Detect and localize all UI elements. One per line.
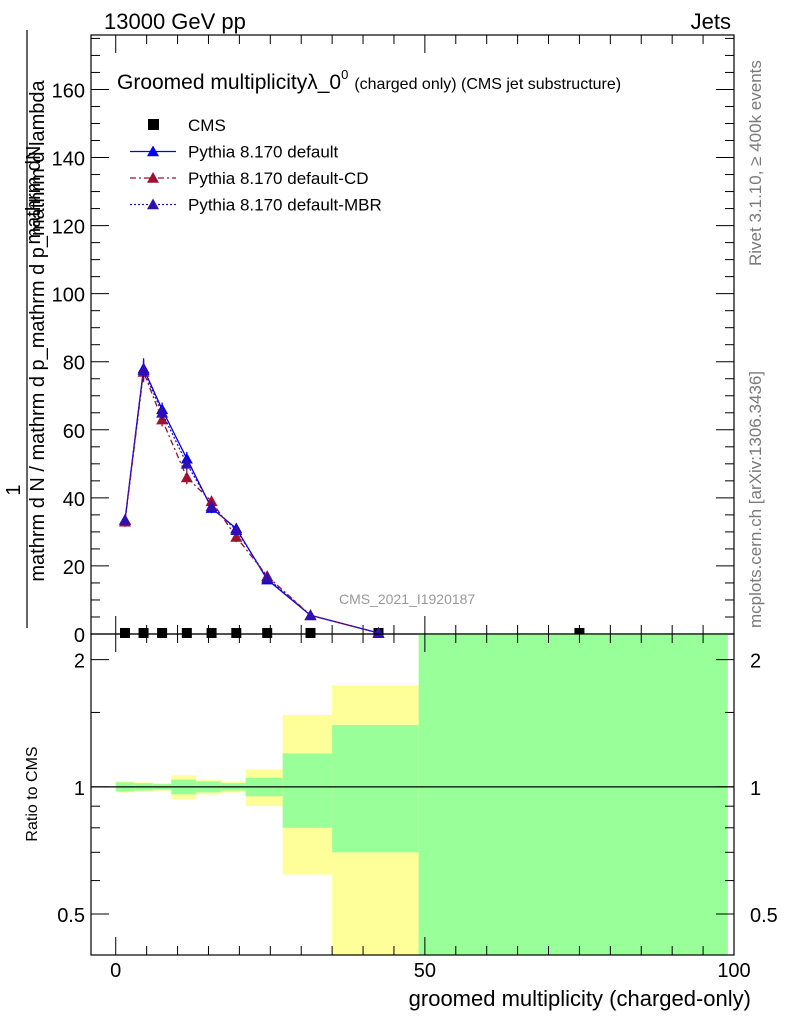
- main-axis-ticks: 0 20 40 60 80 100 120 140 160: [52, 35, 735, 647]
- watermark: CMS_2021_I1920187: [339, 591, 475, 607]
- ratio-axis-ticks: 0.5 0.5 1 1 2 2: [57, 634, 778, 955]
- legend-pythia-8-170-default-label: Pythia 8.170 default: [188, 143, 339, 162]
- plot-title-sup: 0: [341, 67, 348, 82]
- y-tick-label: 140: [52, 149, 85, 171]
- series-cms-point: [574, 627, 585, 638]
- series-pythia-8-170-default-cd-point: [180, 471, 193, 483]
- ratio-y-tick-label-right: 1: [750, 778, 761, 800]
- ratio-ylabel: Ratio to CMS: [24, 746, 41, 841]
- mcplots-label: mcplots.cern.ch [arXiv:1306.3436]: [746, 371, 765, 628]
- series-cms-point: [305, 627, 316, 638]
- series-pythia-8-170-default-mbr-point: [119, 513, 132, 525]
- series-pythia-8-170-default-mbr-point: [180, 457, 193, 469]
- legend-pythia-8-170-default-cd-label: Pythia 8.170 default-CD: [188, 169, 369, 188]
- energy-label: 13000 GeV pp: [104, 9, 246, 34]
- series-pythia-8-170-default-cd-point: [230, 531, 243, 542]
- legend-cms-marker: [148, 119, 159, 130]
- ratio-y-tick-label-right: 2: [750, 651, 761, 673]
- ratio-stat-band: [282, 753, 333, 828]
- series-cms-point: [157, 627, 168, 638]
- series-cms-point: [206, 627, 217, 638]
- series-cms-point: [231, 627, 242, 638]
- y-tick-label: 80: [63, 353, 85, 375]
- x-tick-label: 50: [414, 960, 436, 982]
- ratio-y-tick-label: 1: [74, 778, 85, 800]
- plot-title: Groomed multiplicityλ_00 (charged only) (…: [117, 67, 621, 94]
- legend-pythia-8-170-default-marker: [147, 145, 159, 157]
- y-tick-label: 40: [63, 489, 85, 511]
- series-pythia-8-170-default-mbr-line: [124, 367, 379, 634]
- series-cms-point: [120, 627, 131, 638]
- series-pythia-8-170-default-mbr-point: [304, 609, 317, 621]
- rivet-label: Rivet 3.1.10, ≥ 400k events: [746, 60, 765, 266]
- ratio-stat-band: [332, 725, 419, 853]
- ratio-y-tick-label-right: 0.5: [750, 905, 778, 927]
- main-plot-panel: 0 20 40 60 80 100 120 140 160: [52, 34, 735, 647]
- plot-title-small: (charged only) (CMS jet substructure): [354, 76, 621, 93]
- x-tick-labels: 0 50 100: [110, 960, 751, 982]
- x-tick-label: 100: [717, 960, 750, 982]
- y-tick-label: 20: [63, 557, 85, 579]
- x-axis-label: groomed multiplicity (charged-only): [409, 986, 751, 1011]
- series-pythia-8-170-default-mbr-point: [230, 524, 243, 535]
- legend: CMS Pythia 8.170 default Pythia 8.170 defa…: [130, 116, 382, 215]
- series-pythia-8-170-default-mbr-point: [261, 571, 274, 583]
- main-ylabel: mathrm dN 1 mathrm d N / mathrm d p_math…: [3, 30, 49, 628]
- series-pythia-8-170-default-mbr-point: [205, 500, 218, 512]
- series-pythia-8-170-default-mbr-point: [137, 364, 150, 376]
- series-pythia-8-170-default-mbr-point: [372, 626, 385, 638]
- legend-pythia-8-170-default-cd-marker: [147, 172, 159, 183]
- ratio-y-tick-label: 2: [74, 651, 85, 673]
- ratio-stat-band: [418, 634, 728, 955]
- legend-cms-label: CMS: [188, 116, 226, 135]
- main-series-group: [119, 358, 585, 638]
- ratio-bands: [91, 634, 734, 955]
- ylabel-num: 1: [3, 484, 25, 495]
- series-cms-point: [181, 627, 192, 638]
- y-tick-label: 60: [63, 421, 85, 443]
- series-cms-point: [138, 627, 149, 638]
- y-tick-label: 120: [52, 217, 85, 239]
- ylabel-den: mathrm d N / mathrm d p_mathrm d p_mathr…: [27, 79, 49, 581]
- ratio-frame: [90, 633, 735, 956]
- series-pythia-8-170-default-mbr-point: [156, 406, 169, 418]
- y-tick-label: 100: [52, 285, 85, 307]
- plot-title-main: Groomed multiplicityλ_0: [117, 71, 341, 94]
- ratio-plot-panel: 0.5 0.5 1 1 2 2: [57, 633, 778, 956]
- ylabel-top-num: mathrm dN: [23, 146, 45, 245]
- y-tick-label: 0: [74, 625, 85, 647]
- series-cms-point: [262, 627, 273, 638]
- x-tick-label: 0: [110, 960, 121, 982]
- legend-pythia-8-170-default-mbr-marker: [147, 198, 159, 210]
- y-tick-label: 160: [52, 80, 85, 102]
- category-label: Jets: [691, 9, 731, 34]
- legend-pythia-8-170-default-mbr-label: Pythia 8.170 default-MBR: [188, 196, 382, 215]
- ratio-y-tick-label: 0.5: [57, 905, 85, 927]
